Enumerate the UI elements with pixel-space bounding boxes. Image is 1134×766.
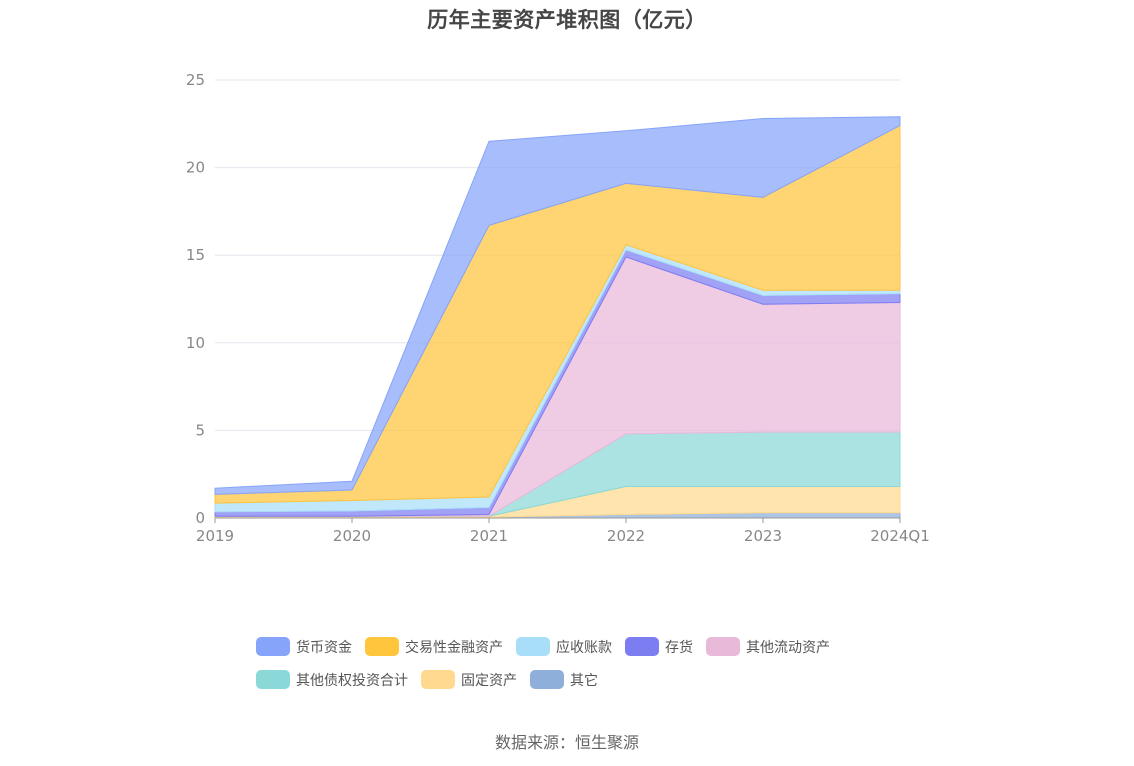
chart-title: 历年主要资产堆积图（亿元）: [427, 8, 707, 32]
legend-label: 应收账款: [556, 639, 612, 656]
legend-swatch: [421, 670, 455, 689]
legend-item[interactable]: 交易性金融资产: [365, 637, 503, 657]
legend-label: 固定资产: [461, 672, 517, 689]
legend-label: 其它: [570, 672, 598, 689]
legend-item[interactable]: 其他债权投资合计: [256, 670, 408, 690]
legend-swatch: [625, 637, 659, 656]
legend-swatch: [706, 637, 740, 656]
y-tick-label: 10: [186, 334, 205, 352]
x-tick-label: 2021: [470, 527, 508, 545]
x-tick-label: 2023: [744, 527, 782, 545]
x-tick-label: 2024Q1: [870, 527, 930, 545]
legend-item[interactable]: 其他流动资产: [706, 637, 830, 657]
legend-item[interactable]: 固定资产: [421, 670, 517, 690]
axes: 0 5 10 15 20 25 2019 2020 2021 2022 2023 2024Q1: [186, 71, 930, 545]
x-tick-label: 2022: [607, 527, 645, 545]
legend-swatch: [256, 670, 290, 689]
legend-label: 其他债权投资合计: [296, 672, 408, 689]
y-tick-label: 25: [186, 71, 205, 89]
y-tick-label: 15: [186, 246, 205, 264]
legend-label: 存货: [665, 639, 693, 656]
legend-item[interactable]: 货币资金: [256, 637, 352, 657]
legend-item[interactable]: 应收账款: [516, 637, 612, 657]
legend: 货币资金 交易性金融资产 应收账款 存货 其他流动资产其他债权投资合计 固定资产 其它: [256, 630, 916, 696]
legend-label: 其他流动资产: [746, 639, 830, 656]
legend-label: 交易性金融资产: [405, 639, 503, 656]
legend-swatch: [256, 637, 290, 656]
y-tick-label: 0: [195, 509, 205, 527]
x-tick-label: 2020: [333, 527, 371, 545]
legend-swatch: [365, 637, 399, 656]
data-source-note: 数据来源：恒生聚源: [494, 733, 639, 752]
legend-swatch: [530, 670, 564, 689]
legend-row: 货币资金 交易性金融资产 应收账款 存货 其他流动资产: [256, 630, 916, 663]
legend-item[interactable]: 存货: [625, 637, 693, 657]
legend-swatch: [516, 637, 550, 656]
area-series: [214, 116, 901, 519]
y-tick-label: 5: [195, 421, 205, 439]
y-tick-label: 20: [186, 159, 205, 177]
area-series-7: [214, 116, 901, 495]
x-tick-label: 2019: [196, 527, 234, 545]
legend-row: 其他债权投资合计 固定资产 其它: [256, 663, 916, 696]
legend-item[interactable]: 其它: [530, 670, 598, 690]
legend-label: 货币资金: [296, 639, 352, 656]
